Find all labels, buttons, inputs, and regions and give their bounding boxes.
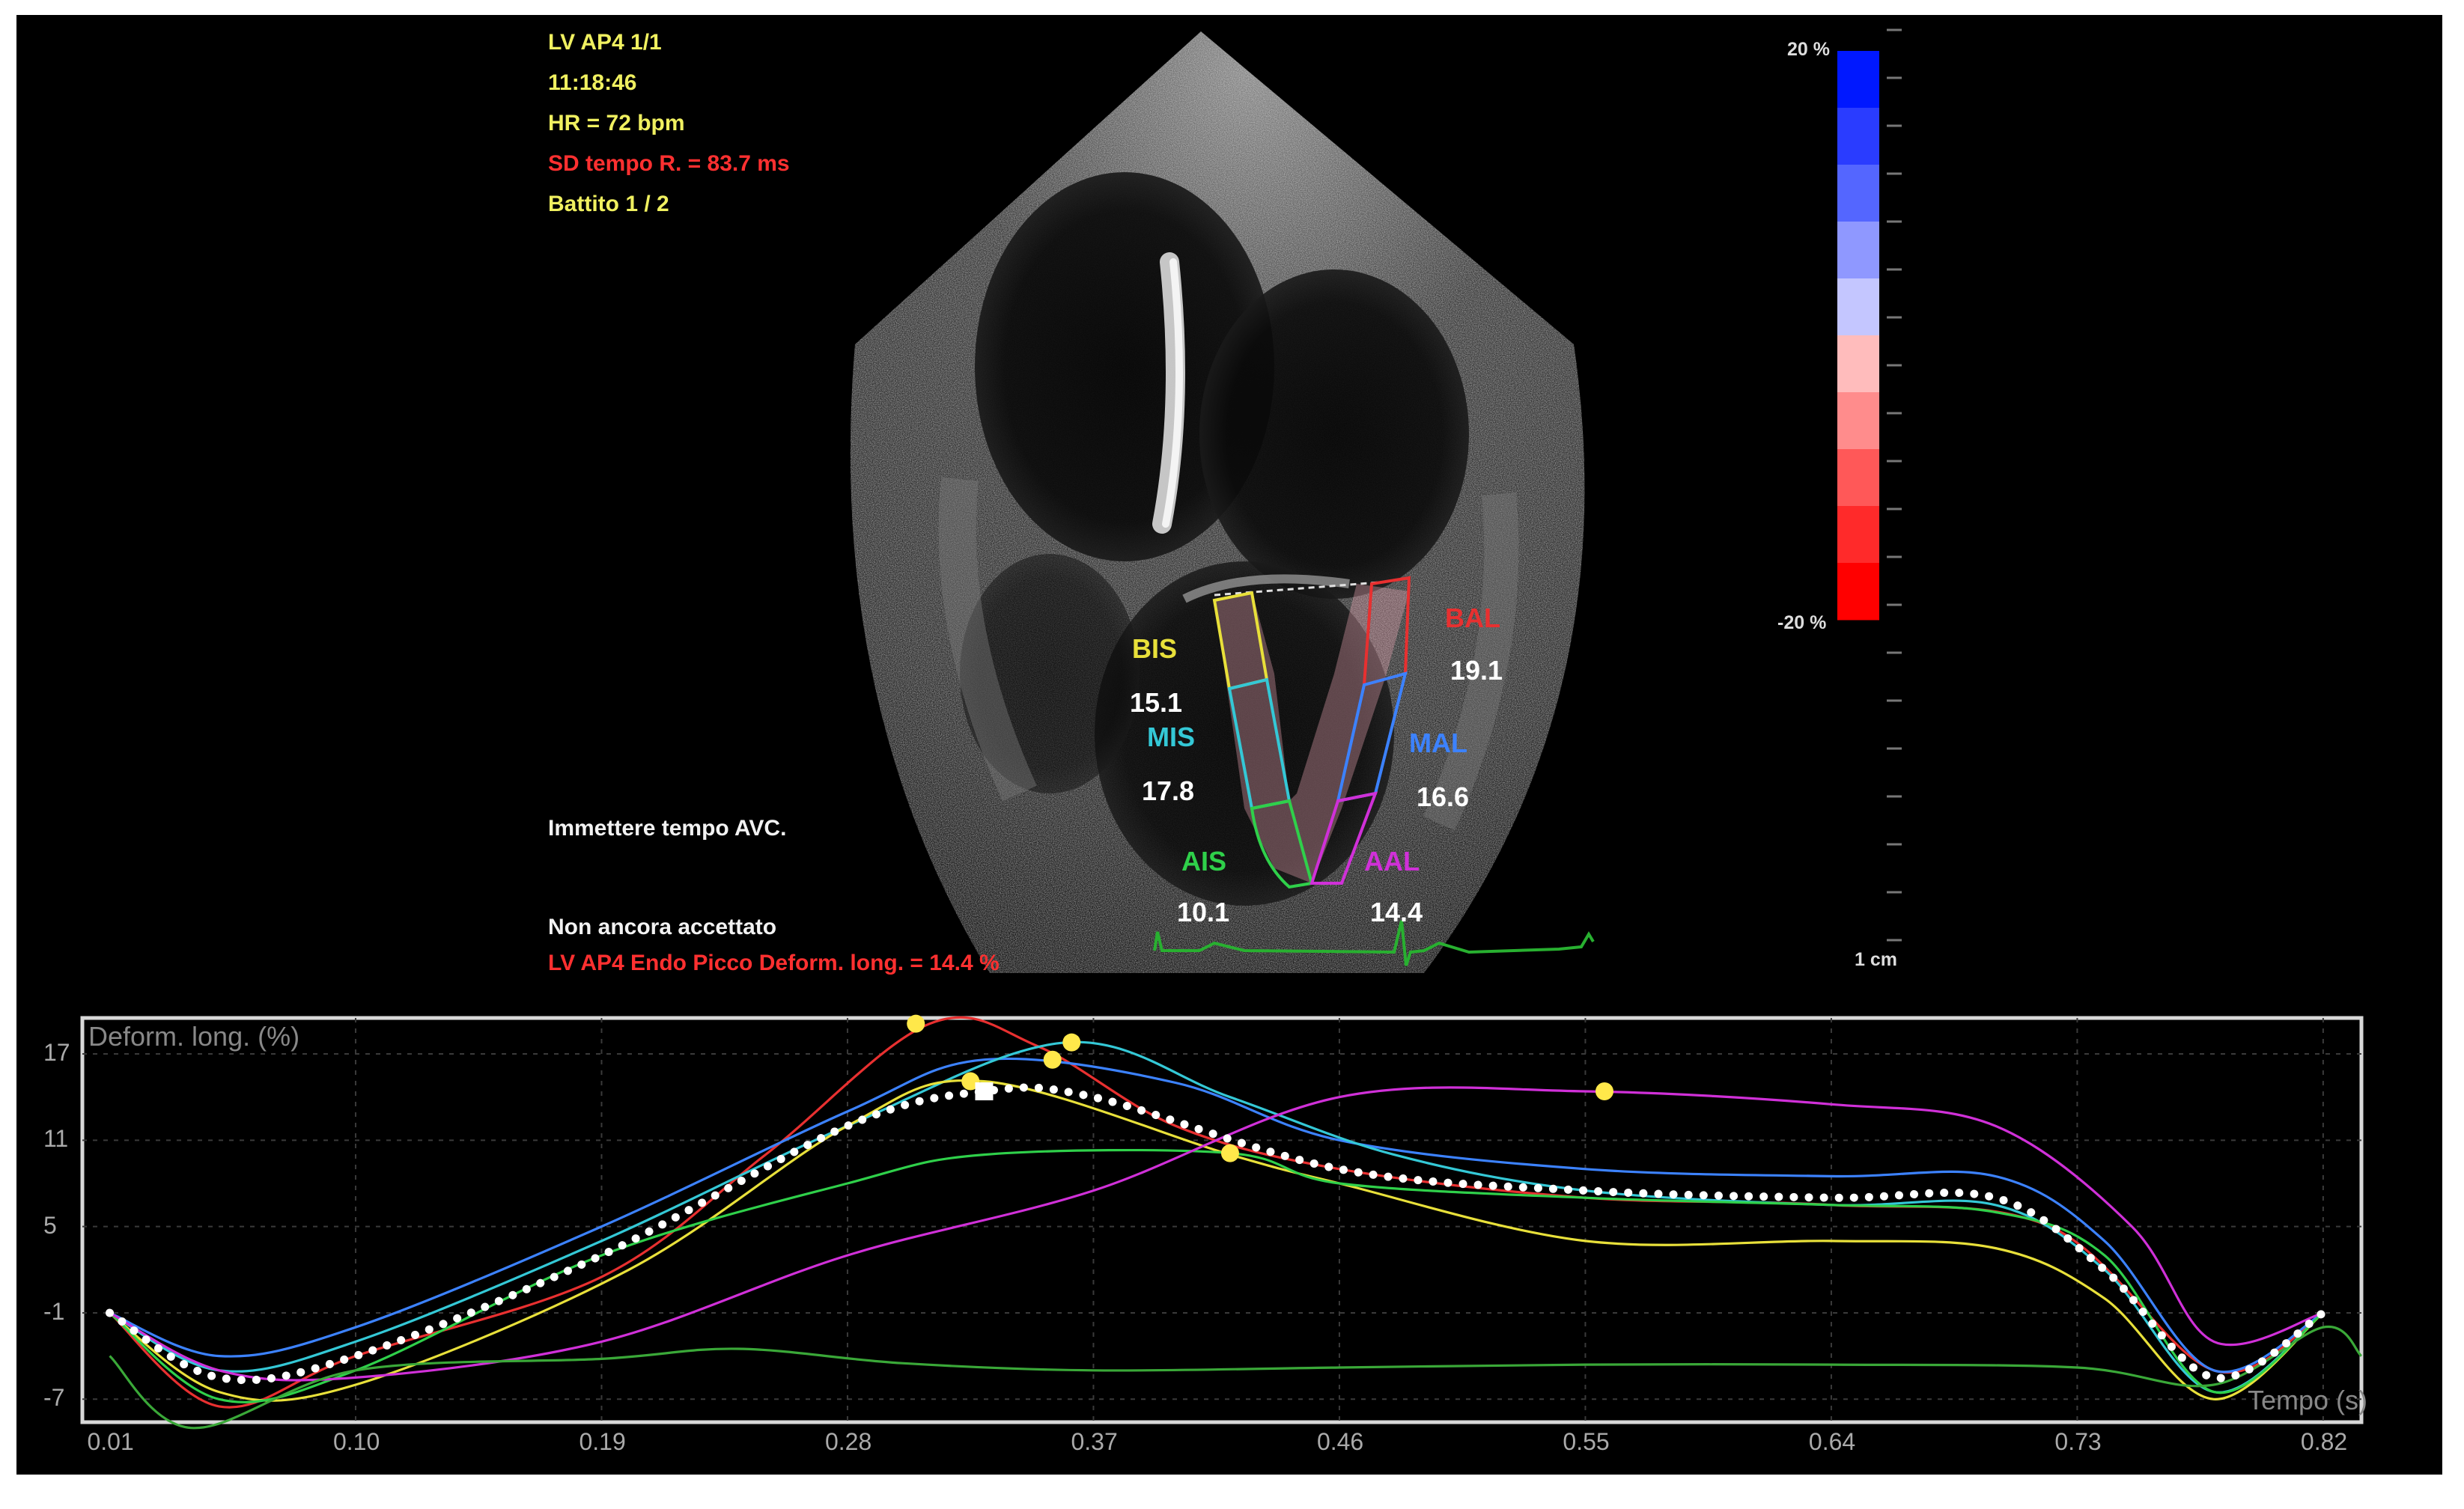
segment-strain-curve — [109, 1148, 2324, 1403]
segment-strain-curve — [109, 1079, 2324, 1402]
heart-rate-label: HR = 72 bpm — [548, 111, 685, 135]
strain-chart — [80, 1014, 2364, 1430]
segment-peak-marker — [1595, 1082, 1613, 1101]
x-tick-label: 0.55 — [1563, 1428, 1610, 1455]
segment-value-mal: 16.6 — [1417, 781, 1470, 812]
strain-colorbar — [1837, 51, 1879, 621]
x-tick-label: 0.64 — [1808, 1428, 1856, 1455]
x-tick-label: 0.10 — [332, 1428, 380, 1455]
segment-strain-curve — [109, 1086, 2324, 1382]
segment-label-mis: MIS — [1147, 722, 1196, 752]
y-axis-title: Deform. long. (%) — [88, 1021, 300, 1052]
sd-tempo-label: SD tempo R. = 83.7 ms — [548, 151, 790, 176]
segment-value-bis: 15.1 — [1130, 687, 1183, 718]
y-tick-label: 5 — [43, 1211, 57, 1239]
colorbar-band — [1837, 392, 1879, 450]
segment-peak-marker — [907, 1014, 925, 1033]
segment-value-ais: 10.1 — [1177, 897, 1230, 927]
segment-label-ais: AIS — [1181, 846, 1227, 877]
x-axis-title: Tempo (s) — [2248, 1385, 2368, 1415]
x-tick-label: 0.73 — [2054, 1428, 2102, 1455]
colorbar-top-label: 20 % — [1787, 39, 1830, 60]
colorbar-band — [1837, 51, 1879, 109]
global-peak-marker — [975, 1082, 994, 1101]
colorbar-band — [1837, 335, 1879, 393]
depth-scale — [1887, 28, 1902, 942]
x-tick-label: 0.37 — [1071, 1428, 1118, 1455]
segment-label-aal: AAL — [1364, 846, 1420, 877]
ultrasound-sector — [850, 31, 1585, 973]
colorbar-band — [1837, 165, 1879, 222]
y-tick-label: -7 — [43, 1384, 65, 1412]
colorbar-band — [1837, 563, 1879, 621]
segment-peak-marker — [1062, 1033, 1081, 1052]
colorbar-band — [1837, 278, 1879, 336]
segment-label-bal: BAL — [1445, 603, 1500, 633]
battito-label: Battito 1 / 2 — [548, 192, 669, 216]
colorbar-bottom-label: -20 % — [1777, 612, 1827, 633]
peak-strain-label: LV AP4 Endo Picco Deform. long. = 14.4 % — [548, 951, 1000, 975]
segment-peak-marker — [961, 1072, 980, 1091]
view-label: LV AP4 1/1 — [548, 30, 662, 55]
segment-peak-marker — [1043, 1050, 1062, 1069]
echo-viewer: LV AP4 1/1 11:18:46 HR = 72 bpm SD tempo… — [16, 15, 2442, 1475]
ecg-trace — [1153, 920, 1595, 966]
segment-peak-marker — [1220, 1144, 1239, 1162]
colorbar-band — [1837, 108, 1879, 165]
time-label: 11:18:46 — [548, 70, 637, 95]
colorbar-band — [1837, 449, 1879, 507]
avc-prompt: Immettere tempo AVC. — [548, 816, 787, 841]
colorbar-band — [1837, 506, 1879, 564]
x-tick-label: 0.19 — [579, 1428, 626, 1455]
segment-outline-aal — [1309, 791, 1378, 885]
x-tick-label: 0.28 — [824, 1428, 872, 1455]
segment-value-aal: 14.4 — [1370, 897, 1423, 927]
segment-strain-curve — [109, 1057, 2324, 1374]
echo-image — [850, 28, 1902, 973]
x-tick-label: 0.01 — [87, 1428, 134, 1455]
segment-value-bal: 19.1 — [1450, 655, 1503, 686]
segment-outline-ais — [1250, 799, 1314, 889]
not-accepted-label: Non ancora accettato — [548, 915, 777, 939]
segment-label-mal: MAL — [1409, 728, 1467, 758]
depth-scale-label: 1 cm — [1855, 949, 1897, 970]
colorbar-band — [1837, 222, 1879, 279]
y-tick-label: 17 — [43, 1039, 70, 1067]
x-tick-label: 0.82 — [2300, 1428, 2348, 1455]
plot-frame — [80, 1016, 2364, 1424]
segment-value-mis: 17.8 — [1142, 775, 1195, 806]
average-strain-curve — [106, 1083, 2328, 1385]
y-tick-label: 11 — [43, 1125, 69, 1153]
segment-label-bis: BIS — [1132, 633, 1178, 664]
mitral-annulus-line — [1214, 581, 1380, 597]
y-tick-label: -1 — [43, 1297, 65, 1325]
segment-strain-curve — [109, 1325, 2363, 1430]
x-tick-label: 0.46 — [1316, 1428, 1364, 1455]
